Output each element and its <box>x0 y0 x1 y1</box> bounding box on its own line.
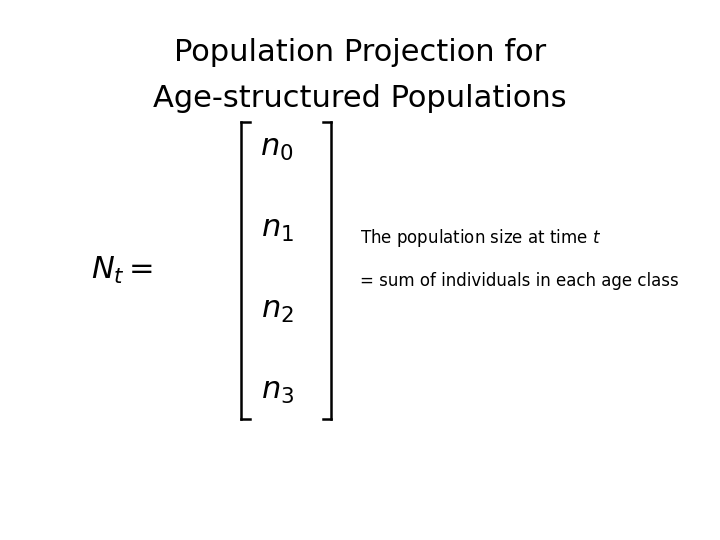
Text: The population size at time $t$: The population size at time $t$ <box>360 227 601 248</box>
Text: Population Projection for: Population Projection for <box>174 38 546 67</box>
Text: $n_3$: $n_3$ <box>261 377 294 406</box>
Text: $n_2$: $n_2$ <box>261 296 294 325</box>
Text: = sum of individuals in each age class: = sum of individuals in each age class <box>360 272 679 290</box>
Text: $N_t =$: $N_t =$ <box>91 254 153 286</box>
Text: Age-structured Populations: Age-structured Populations <box>153 84 567 113</box>
Text: $n_1$: $n_1$ <box>261 215 294 244</box>
Text: $n_0$: $n_0$ <box>261 134 294 163</box>
